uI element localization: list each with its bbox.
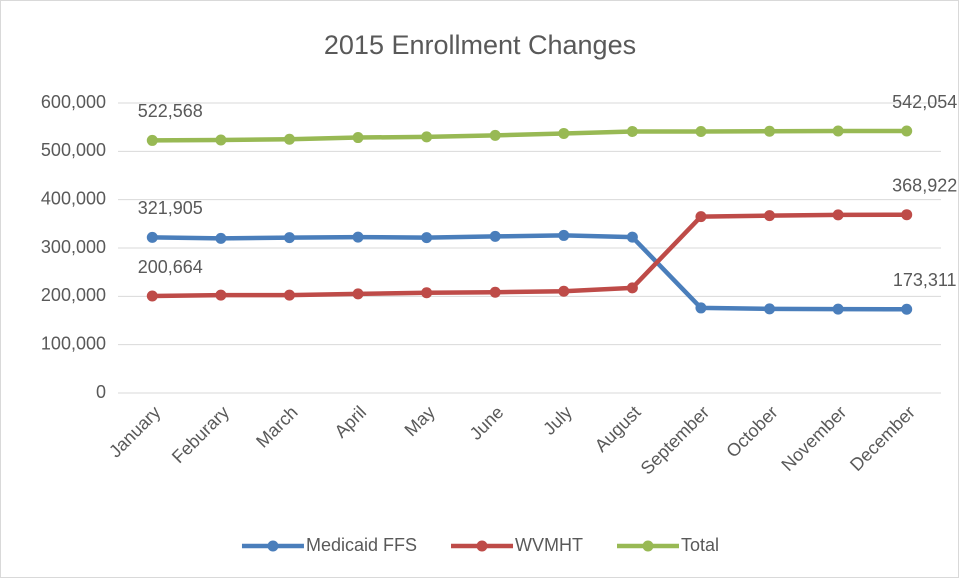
point (489, 129, 501, 141)
series-line (152, 212, 907, 299)
legend-item: Total (617, 535, 719, 555)
y-tick-label: 500,000 (41, 140, 106, 160)
point (215, 232, 227, 244)
legend-label: Medicaid FFS (306, 535, 417, 555)
point (832, 209, 844, 221)
y-tick-label: 0 (96, 382, 106, 402)
y-tick-label: 400,000 (41, 188, 106, 208)
point (421, 131, 433, 143)
point (764, 210, 776, 222)
point (832, 125, 844, 137)
point (764, 303, 776, 315)
point (832, 303, 844, 315)
y-tick-label: 100,000 (41, 333, 106, 353)
point (626, 126, 638, 138)
point (352, 231, 364, 243)
series-line (152, 233, 907, 312)
point (558, 285, 570, 297)
point (489, 230, 501, 242)
series-line (152, 128, 907, 143)
point (352, 288, 364, 300)
data-label: 200,664 (138, 257, 203, 277)
point (901, 209, 913, 221)
legend-marker (267, 540, 279, 552)
point (901, 125, 913, 137)
chart-title: 2015 Enrollment Changes (324, 30, 636, 60)
y-tick-label: 600,000 (41, 92, 106, 112)
point (215, 289, 227, 301)
legend-label: Total (681, 535, 719, 555)
point (146, 134, 158, 146)
point (283, 289, 295, 301)
point (421, 287, 433, 299)
y-tick-label: 300,000 (41, 237, 106, 257)
point (421, 232, 433, 244)
point (352, 132, 364, 144)
data-label: 522,568 (138, 101, 203, 121)
point (695, 302, 707, 314)
point (489, 286, 501, 298)
point (626, 282, 638, 294)
point (283, 232, 295, 244)
y-tick-label: 200,000 (41, 285, 106, 305)
point (764, 125, 776, 137)
point (215, 134, 227, 146)
point (695, 211, 707, 223)
legend-item: WVMHT (451, 535, 583, 555)
legend-label: WVMHT (515, 535, 583, 555)
point (558, 229, 570, 241)
point (283, 133, 295, 145)
lines: 321,905 173,311 200,664 368,922 522,568 542,0… (138, 92, 957, 315)
data-label: 321,905 (138, 198, 203, 218)
point (146, 231, 158, 243)
point (146, 290, 158, 302)
data-label: 542,054 (892, 92, 957, 112)
point (695, 126, 707, 138)
data-label: 173,311 (893, 270, 957, 290)
legend-marker (642, 540, 654, 552)
point (558, 127, 570, 139)
legend-item: Medicaid FFS (241, 535, 417, 555)
legend-marker (476, 540, 488, 552)
point (901, 303, 913, 315)
data-label: 368,922 (892, 175, 957, 195)
legend: Medicaid FFS WVMHT Total (241, 535, 719, 555)
point (626, 231, 638, 243)
